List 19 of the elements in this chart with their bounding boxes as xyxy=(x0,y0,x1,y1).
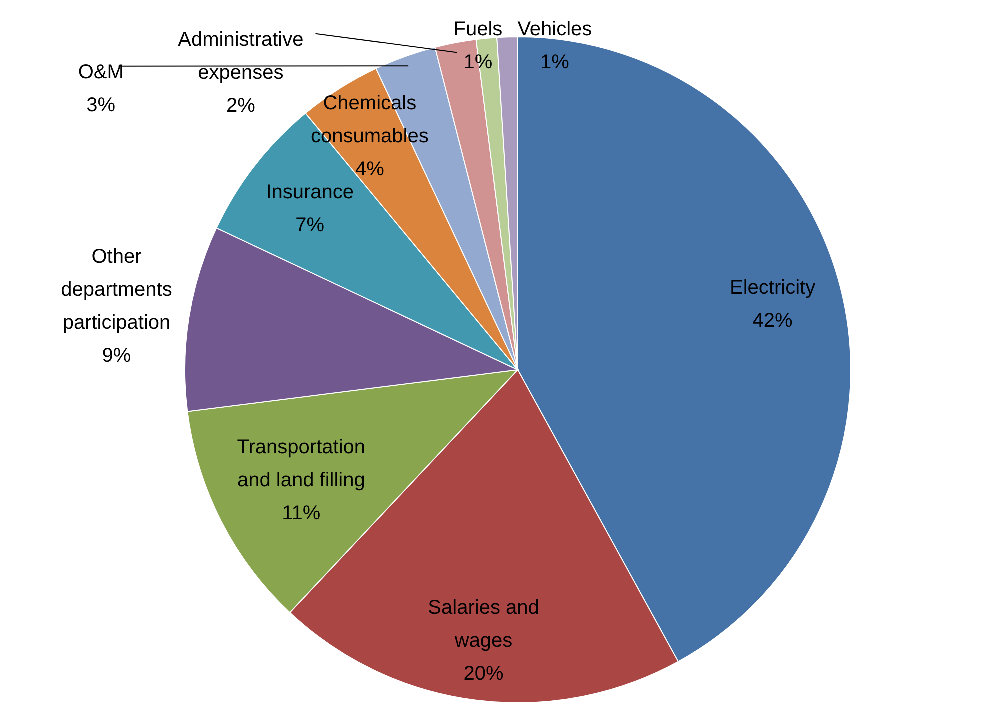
slice-label: Electricity xyxy=(730,277,816,300)
data-label: 9% xyxy=(102,344,132,367)
data-label: 7% xyxy=(296,214,325,236)
slice-label: O&M xyxy=(78,61,124,84)
slice-label: Administrative expenses xyxy=(178,28,304,84)
data-label: 3% xyxy=(86,94,116,116)
data-label: 2% xyxy=(226,94,256,117)
slice-label: Other departments participation xyxy=(61,246,172,334)
slice-label: Fuels xyxy=(454,18,503,41)
slice-label: Insurance xyxy=(266,181,354,204)
data-label: 4% xyxy=(355,158,385,181)
slice-label: Vehicles xyxy=(518,18,592,40)
data-label: 42% xyxy=(752,310,794,332)
slice-label: Transportation and land filling xyxy=(237,436,366,492)
data-label: 1% xyxy=(540,51,570,74)
data-label: 11% xyxy=(282,502,321,524)
data-label: 1% xyxy=(464,52,493,74)
slice-label: Salaries and wages xyxy=(428,596,540,652)
data-label: 20% xyxy=(464,662,504,685)
